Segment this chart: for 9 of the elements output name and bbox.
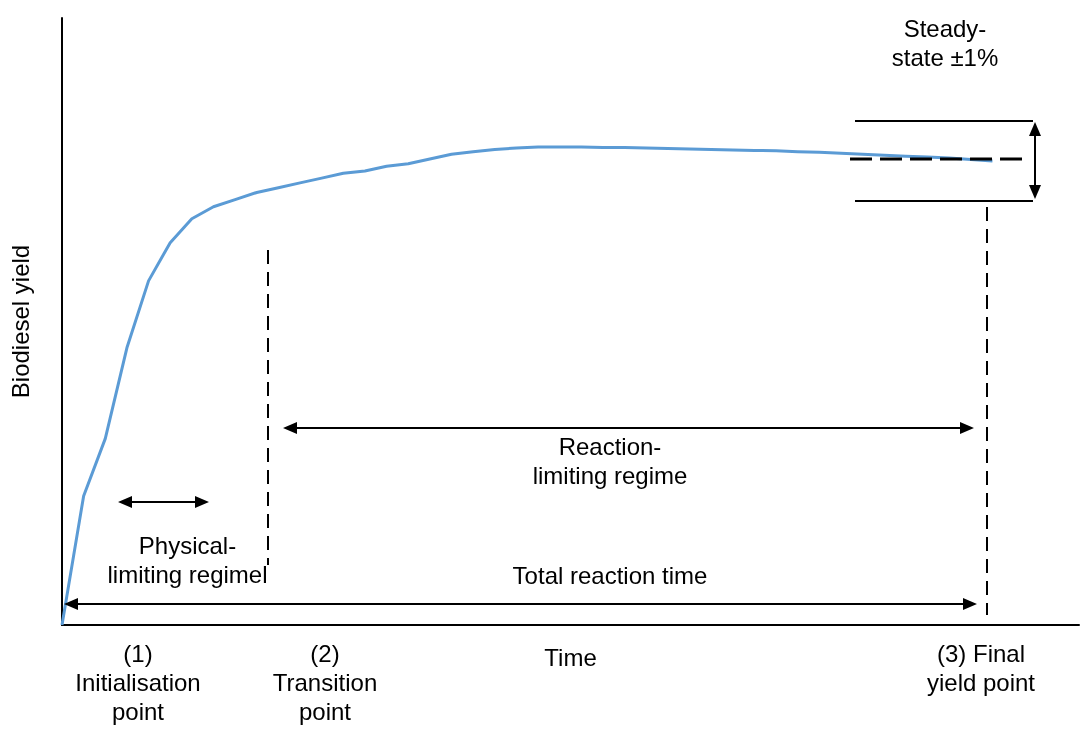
text: (3) Final yield point [925,640,1037,698]
text: (1) Initialisation point [74,640,202,727]
y-axis-title: Biodiesel yield [6,244,34,399]
text: (2) Transition point [271,640,379,727]
x-axis-title: Time [544,643,597,671]
text: Steady-state ±1% [890,15,1000,73]
annotation: Total reaction time [511,562,709,591]
annotation: Reaction-limiting regime [531,433,689,491]
annotation: Physical-limiting regimel [106,532,269,590]
